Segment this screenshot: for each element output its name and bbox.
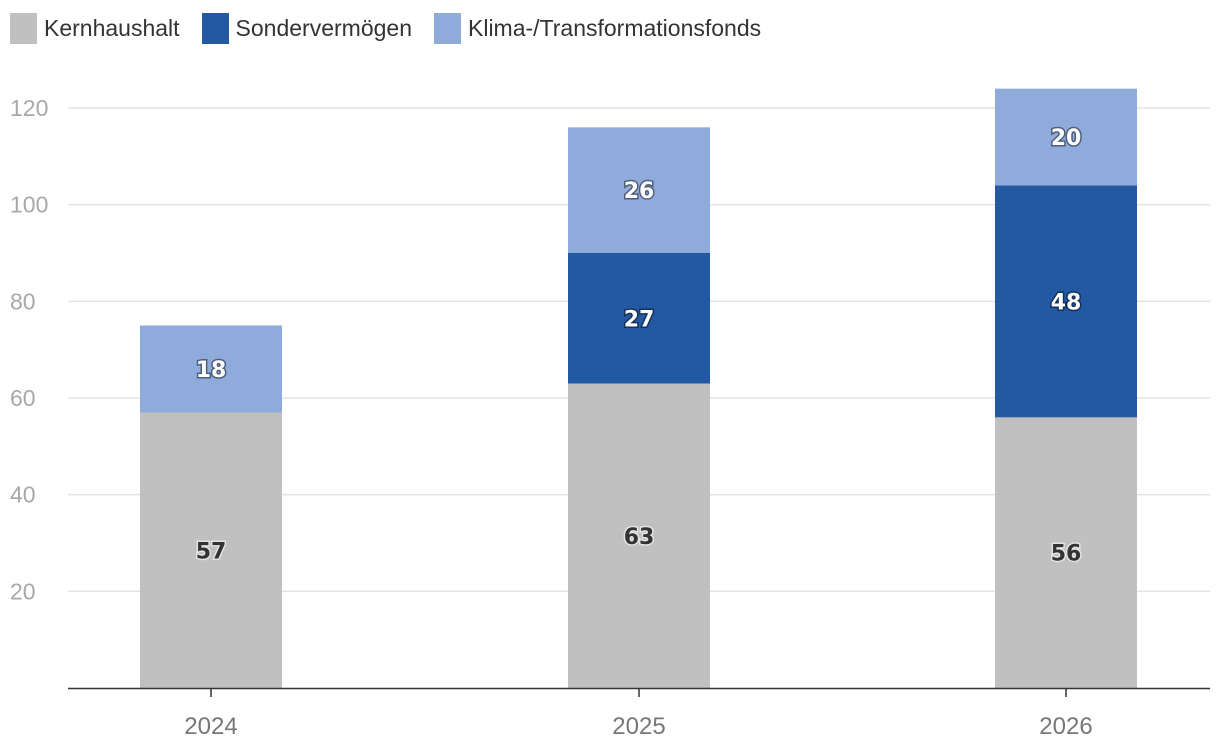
data-label-2025-klima-transformationsfonds: 26 [624, 179, 655, 204]
y-tick-label-120: 120 [10, 95, 48, 121]
bar-2026-sonderverm-gen [995, 185, 1137, 418]
bar-2026-kernhaushalt [995, 417, 1137, 688]
x-tick-label-2025: 2025 [612, 713, 665, 740]
y-tick-label-100: 100 [10, 192, 48, 218]
legend-item-sondervermoegen: Sondervermögen [201, 13, 412, 44]
bar-2026-klima-transformationsfonds [995, 88, 1137, 186]
bar-2024-kernhaushalt [140, 412, 282, 688]
y-tick-label-80: 80 [10, 288, 36, 314]
bar-2025-klima-transformationsfonds [568, 127, 710, 253]
bar-2025-sonderverm-gen [568, 253, 710, 384]
data-label-2026-kernhaushalt: 56 [1051, 542, 1082, 567]
bar-2024-klima-transformationsfonds [140, 325, 282, 413]
data-label-2025-kernhaushalt: 63 [624, 525, 655, 550]
legend-swatch-kernhaushalt [10, 13, 37, 44]
data-label-2026-klima-transformationsfonds: 20 [1051, 126, 1082, 151]
bar-2025-kernhaushalt [568, 383, 710, 688]
legend-label-kernhaushalt: Kernhaushalt [44, 15, 180, 41]
data-label-2026-sonderverm-gen: 48 [1051, 290, 1082, 315]
legend-label-sondervermoegen: Sondervermögen [235, 15, 412, 41]
legend: Kernhaushalt Sondervermögen Klima-/Trans… [10, 13, 783, 44]
y-tick-label-60: 60 [10, 385, 36, 411]
legend-swatch-sondervermoegen [201, 13, 229, 44]
x-tick-label-2026: 2026 [1039, 713, 1092, 740]
legend-label-klimafonds: Klima-/Transformationsfonds [468, 15, 762, 41]
y-tick-label-20: 20 [10, 578, 36, 604]
data-label-2024-klima-transformationsfonds: 18 [196, 358, 227, 383]
legend-item-kernhaushalt: Kernhaushalt [10, 13, 180, 44]
x-tick-label-2024: 2024 [184, 713, 237, 740]
y-tick-label-40: 40 [10, 482, 36, 508]
legend-item-klimafonds: Klima-/Transformationsfonds [434, 13, 761, 44]
data-label-2025-sonderverm-gen: 27 [624, 307, 655, 332]
data-label-2024-kernhaushalt: 57 [196, 539, 227, 564]
legend-swatch-klimafonds [434, 13, 461, 44]
